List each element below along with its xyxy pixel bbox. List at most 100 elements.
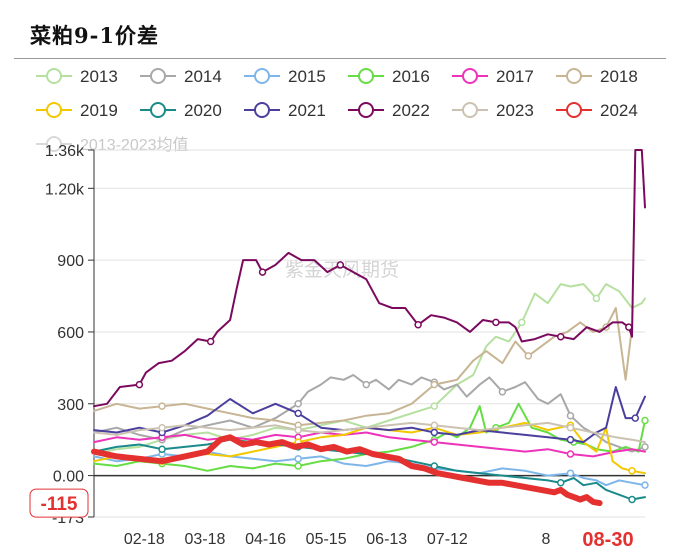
- legend-label: 2013-2023均值: [80, 136, 189, 154]
- series-point: [430, 428, 439, 437]
- series-point: [158, 402, 166, 410]
- x-tick-label: 04-16: [245, 531, 286, 548]
- y-tick-label: 1.36k: [45, 143, 85, 160]
- x-highlight-bg: [574, 524, 642, 552]
- series-point: [556, 479, 565, 487]
- legend-item-2023[interactable]: 2023: [452, 101, 534, 120]
- y-tick-label: 0.00: [53, 469, 84, 486]
- legend-label: 2016: [392, 67, 430, 86]
- series-point: [592, 294, 601, 303]
- y-tick-label: 900: [57, 253, 84, 270]
- legend-item-2013[interactable]: 2013: [36, 67, 118, 86]
- series-point: [336, 261, 345, 269]
- legend-marker: [566, 102, 582, 118]
- legend-marker: [462, 68, 478, 84]
- series-line-2021: [93, 386, 646, 444]
- x-tick-label: 05-15: [306, 531, 347, 548]
- series-point: [430, 421, 439, 430]
- legend-marker: [46, 102, 62, 118]
- legend-marker: [46, 68, 62, 84]
- series-line-2018: [93, 307, 633, 427]
- x-tick-label: 02-18: [124, 531, 165, 548]
- legend-marker: [46, 136, 62, 152]
- legend-item-2019[interactable]: 2019: [36, 101, 118, 120]
- series-point: [158, 445, 166, 453]
- series-point: [625, 323, 633, 331]
- series-line-2023: [93, 421, 646, 444]
- legend-item-2021[interactable]: 2021: [244, 101, 326, 120]
- series-point: [430, 402, 439, 410]
- legend-item-2022[interactable]: 2022: [348, 101, 430, 120]
- series-point: [294, 409, 302, 418]
- series-point: [524, 352, 533, 360]
- series-line-2022: [93, 149, 646, 408]
- series-point: [556, 332, 565, 341]
- series-point: [294, 426, 302, 434]
- x-highlight-label: 08-30: [582, 529, 633, 551]
- legend-marker: [462, 102, 478, 118]
- grid-lines: [88, 149, 645, 518]
- legend-label: 2014: [184, 67, 222, 86]
- legend-marker: [358, 102, 374, 118]
- current-value-badge: -115: [29, 488, 89, 518]
- series-point: [258, 268, 267, 276]
- series-point: [566, 450, 575, 458]
- series-point: [492, 318, 500, 327]
- series-point: [294, 455, 302, 463]
- legend-item-2018[interactable]: 2018: [556, 67, 638, 86]
- series-point: [135, 380, 144, 389]
- legend-item-2017[interactable]: 2017: [452, 67, 534, 86]
- legend-marker: [254, 68, 270, 84]
- series-point: [628, 495, 636, 504]
- legend-label: 2013: [80, 67, 118, 86]
- x-tick-label: 07-12: [427, 531, 468, 548]
- series-line-2020: [93, 438, 646, 501]
- series-line-2014: [93, 374, 646, 453]
- series-point: [362, 380, 371, 389]
- legend-item-2024[interactable]: 2024: [556, 101, 638, 120]
- series-point: [430, 438, 439, 446]
- chart-title: 菜粕9-1价差: [30, 23, 159, 48]
- series-point: [641, 443, 649, 451]
- legend-label: 2021: [288, 101, 326, 120]
- series-point: [158, 423, 166, 432]
- legend-item-2020[interactable]: 2020: [140, 101, 222, 120]
- series-point: [566, 411, 575, 420]
- legend-item-2015[interactable]: 2015: [244, 67, 326, 86]
- legend-marker: [150, 68, 166, 84]
- legend: 2013 2014 2015 2016 2017 2018 2019 2020 2021 2022…: [36, 67, 638, 154]
- legend-item-2016[interactable]: 2016: [348, 67, 430, 86]
- legend-marker: [358, 68, 374, 84]
- legend-label: 2024: [600, 101, 638, 120]
- series-point: [566, 435, 575, 444]
- watermark: 紫金天风期货: [285, 259, 399, 281]
- legend-item-2014[interactable]: 2014: [140, 67, 222, 86]
- legend-label: 2022: [392, 101, 430, 120]
- legend-label: 2020: [184, 101, 222, 120]
- current-value-box: [29, 488, 89, 518]
- series-line-2024: [91, 434, 603, 507]
- series-point: [641, 481, 649, 489]
- y-tick-label: 1.20k: [45, 181, 85, 198]
- series-point: [628, 467, 636, 475]
- legend-label: 2018: [600, 67, 638, 86]
- series-point: [414, 321, 422, 329]
- series-point: [631, 414, 640, 422]
- legend-label: 2019: [80, 101, 118, 120]
- series-point: [641, 416, 649, 425]
- x-tick-label: 06-13: [366, 531, 407, 548]
- series-point: [294, 400, 302, 408]
- y-tick-label: 600: [57, 325, 84, 342]
- series-point: [206, 337, 215, 346]
- title-divider: [14, 58, 666, 59]
- series-point: [430, 380, 439, 389]
- series-point: [294, 462, 302, 470]
- legend-marker: [150, 102, 166, 118]
- current-value-label: -115: [41, 494, 78, 515]
- legend-label: 2023: [496, 101, 534, 120]
- series-point: [498, 388, 507, 396]
- legend-label: 2015: [288, 67, 326, 86]
- plot-area: [91, 149, 649, 507]
